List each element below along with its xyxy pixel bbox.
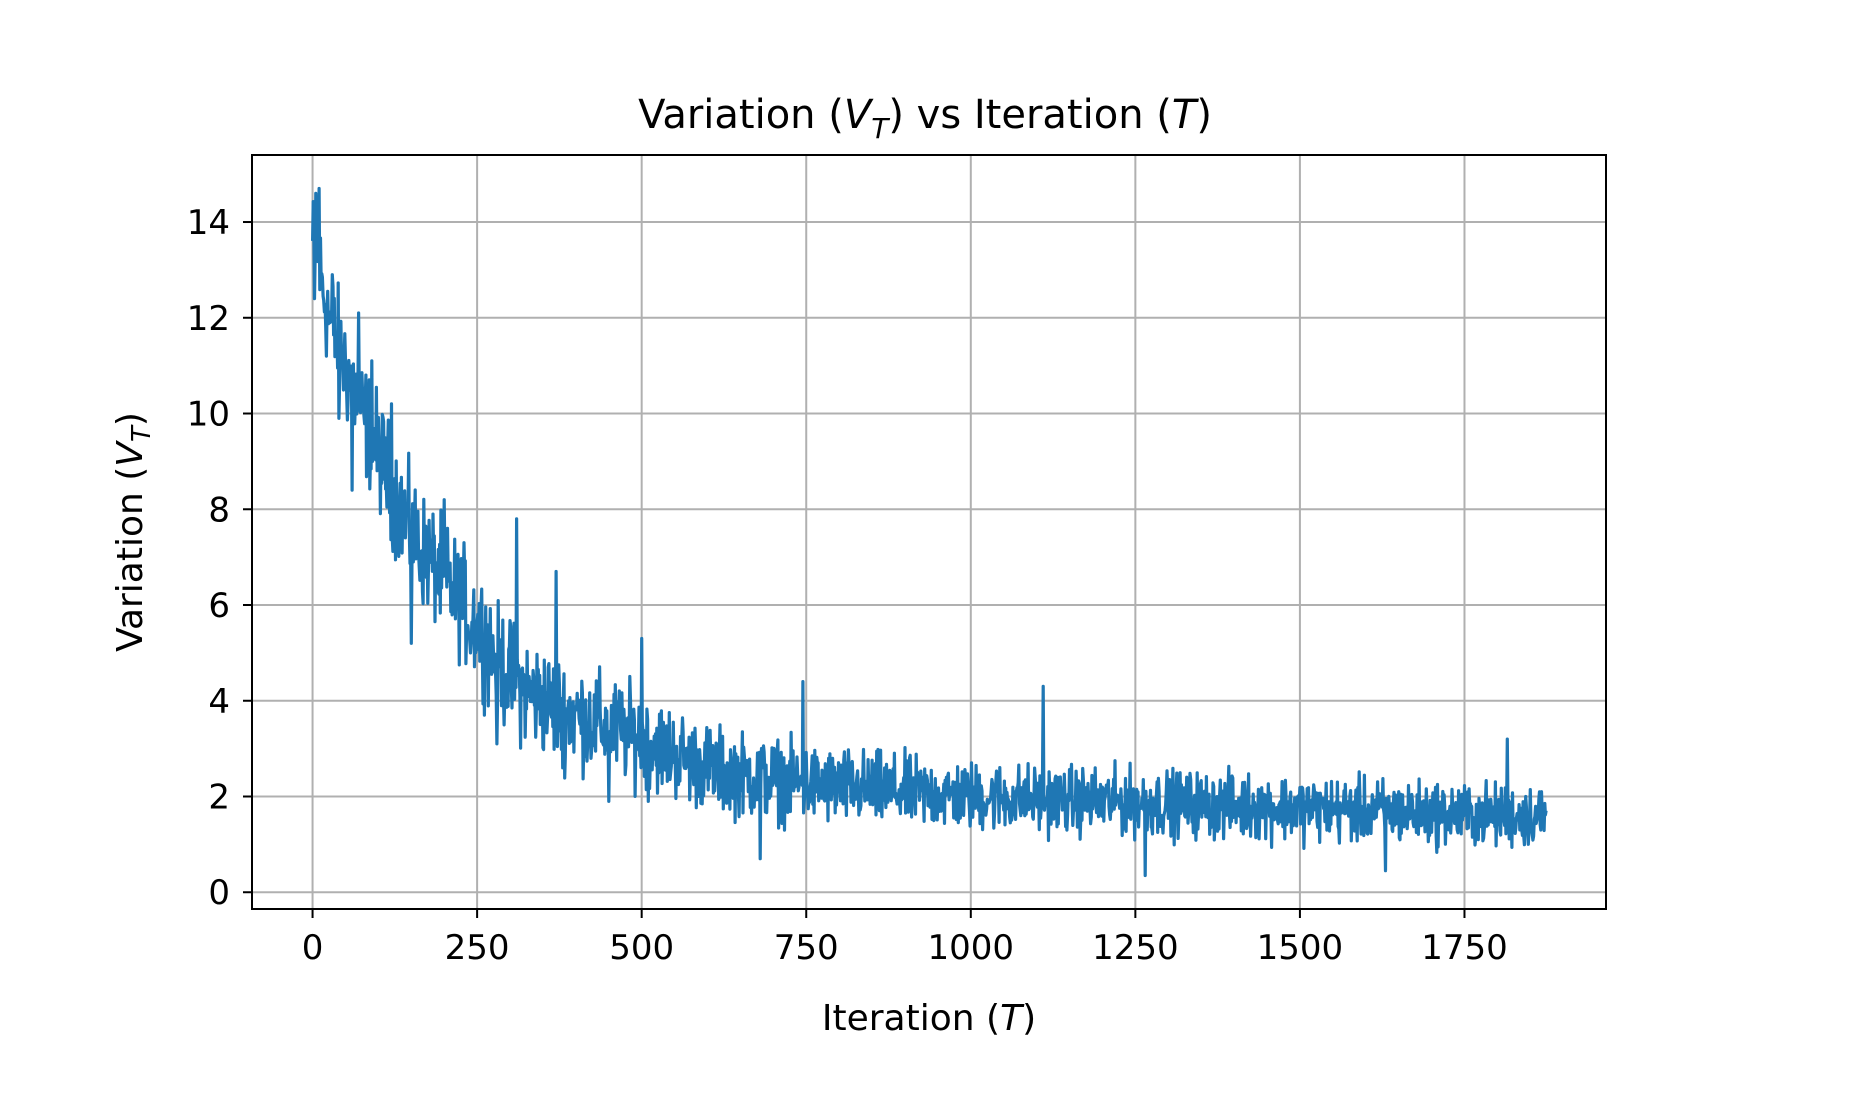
y-tick-label: 0: [208, 873, 230, 913]
y-axis-label: Variation (VT): [110, 412, 157, 652]
x-gridlines: [311, 155, 1466, 909]
x-tick-label: 0: [302, 928, 324, 968]
x-axis-ticks: 0 250 500 750 1000 1250 1500 1750: [302, 909, 1508, 968]
x-tick-label: 500: [609, 928, 674, 968]
y-tick-label: 6: [208, 586, 230, 626]
x-tick-label: 1750: [1421, 928, 1508, 968]
y-tick-label: 10: [187, 395, 230, 435]
y-tick-label: 12: [187, 299, 230, 339]
x-axis-label: Iteration (T): [822, 998, 1036, 1039]
y-tick-label: 14: [187, 203, 230, 243]
y-axis-ticks: 0 2 4 6 8 10 12 14: [187, 203, 252, 913]
x-tick-label: 1500: [1257, 928, 1344, 968]
x-tick-label: 1250: [1092, 928, 1179, 968]
chart-title: Variation (VT) vs Iteration (T): [638, 92, 1212, 145]
y-tick-label: 8: [208, 490, 230, 530]
plot-area-frame: [251, 154, 1607, 910]
x-tick-label: 750: [774, 928, 839, 968]
series-line-variation: [311, 186, 1548, 878]
x-tick-label: 250: [445, 928, 510, 968]
y-tick-label: 2: [208, 777, 230, 817]
x-tick-label: 1000: [928, 928, 1015, 968]
y-tick-label: 4: [208, 682, 230, 722]
